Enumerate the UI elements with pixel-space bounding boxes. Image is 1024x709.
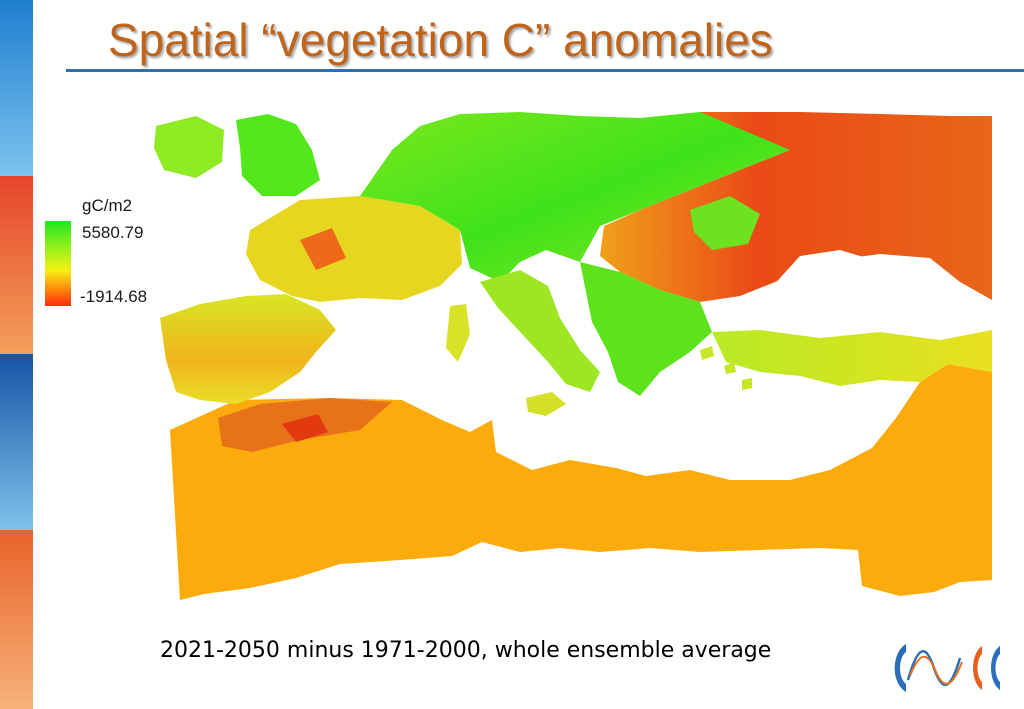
slide-caption: 2021-2050 minus 1971-2000, whole ensembl… [160,638,772,663]
logo-right-arc-orange [973,646,982,690]
anatolia-region [712,330,992,386]
italy-region [480,270,600,392]
legend-color-bar [45,221,71,306]
france-region [246,196,462,302]
title-underline [66,69,1024,72]
logo-left-arc [894,644,906,692]
side-bar-blue-top [0,0,33,176]
side-bar-orange-top [0,176,33,354]
sardinia-region [446,304,470,362]
north-africa-region [170,364,992,600]
aegean-islands [700,346,752,390]
logo-wave-orange [909,655,963,685]
iberia-region [160,294,336,404]
logo-right-arc-blue [991,646,1000,690]
balkans-region [580,262,712,396]
sicily-region [526,392,566,416]
north-europe-region [360,112,800,282]
carpathian-green [690,196,760,250]
legend-max-value: 5580.79 [82,223,144,242]
black-sea [760,250,982,336]
organization-logo [894,644,1000,692]
british-isles-region [236,114,320,196]
legend-unit: gC/m2 [82,196,133,215]
side-bar-orange-bottom [0,530,33,709]
ireland-region [154,116,224,178]
side-color-bar [0,0,33,709]
east-europe-region [600,112,992,302]
legend-min-value: -1914.68 [80,287,148,306]
atlas-hotspot [282,414,328,442]
slide-title: Spatial “vegetation C” anomalies [108,14,773,66]
side-bar-blue-bottom [0,354,33,530]
france-hotspot [300,228,346,270]
